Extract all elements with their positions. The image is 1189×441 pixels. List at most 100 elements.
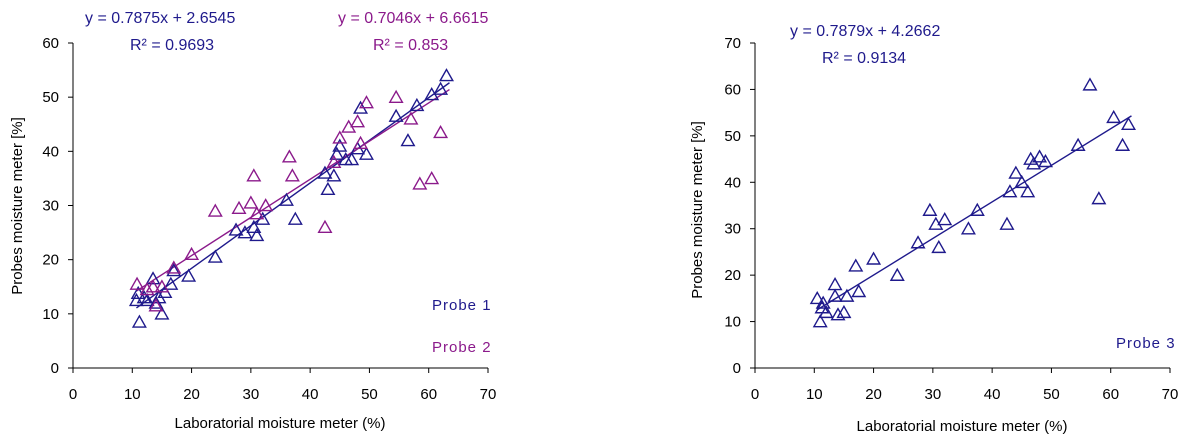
data-point-probe-3 bbox=[866, 251, 882, 265]
data-point-probe-1 bbox=[317, 165, 333, 179]
data-point-probe-1 bbox=[166, 263, 182, 277]
x-tick-label: 20 bbox=[865, 386, 882, 403]
data-point-probe-1 bbox=[358, 146, 374, 160]
label-probe-1: Probe 1 bbox=[432, 297, 492, 314]
trendline-probe-2 bbox=[136, 88, 450, 292]
x-tick-label: 40 bbox=[302, 386, 319, 403]
data-point-probe-1 bbox=[388, 108, 404, 122]
data-point-probe-1 bbox=[154, 306, 170, 320]
axes: 0 10 20 30 40 50 60 70 0 10 20 30 40 50 60 bbox=[42, 35, 496, 403]
x-tick-label: 30 bbox=[243, 386, 260, 403]
data-point-probe-2 bbox=[148, 298, 164, 312]
x-tick-label: 10 bbox=[124, 386, 141, 403]
data-point-probe-3 bbox=[1026, 156, 1042, 170]
x-tick-label: 70 bbox=[480, 386, 497, 403]
data-point-probe-3 bbox=[1115, 137, 1131, 151]
label-probe-3: Probe 3 bbox=[1116, 335, 1176, 352]
x-tick-label: 10 bbox=[806, 386, 823, 403]
data-points bbox=[809, 77, 1137, 328]
data-point-probe-2 bbox=[231, 200, 247, 215]
data-point-probe-1 bbox=[329, 146, 345, 160]
data-point-probe-2 bbox=[129, 276, 145, 290]
data-point-probe-3 bbox=[830, 307, 846, 321]
data-point-probe-1 bbox=[287, 211, 303, 225]
data-point-probe-3 bbox=[836, 304, 852, 319]
data-point-probe-1 bbox=[139, 292, 155, 307]
data-point-probe-3 bbox=[851, 283, 867, 298]
data-point-probe-1 bbox=[438, 68, 455, 82]
y-tick-label: 20 bbox=[724, 267, 741, 284]
data-point-probe-3 bbox=[812, 314, 828, 328]
data-point-probe-3 bbox=[1032, 149, 1048, 163]
data-points bbox=[128, 68, 455, 328]
data-point-probe-1 bbox=[136, 290, 152, 304]
data-point-probe-3 bbox=[1037, 153, 1054, 168]
data-point-probe-3 bbox=[839, 288, 855, 302]
data-point-probe-3 bbox=[1106, 109, 1122, 124]
data-point-probe-3 bbox=[1082, 77, 1098, 91]
equation-probe-3: y = 0.7879x + 4.2662 bbox=[790, 23, 940, 40]
y-tick-label: 40 bbox=[42, 143, 59, 160]
trendline-probe-1 bbox=[136, 82, 450, 309]
data-point-probe-1 bbox=[163, 276, 179, 290]
data-point-probe-2 bbox=[326, 154, 342, 168]
data-point-probe-3 bbox=[1014, 174, 1030, 189]
data-point-probe-2 bbox=[332, 130, 348, 144]
data-point-probe-2 bbox=[412, 176, 428, 190]
data-point-probe-3 bbox=[848, 258, 864, 272]
y-tick-label: 50 bbox=[724, 128, 741, 145]
data-point-probe-2 bbox=[145, 279, 161, 293]
y-tick-label: 30 bbox=[42, 198, 59, 215]
data-point-probe-2 bbox=[358, 95, 374, 109]
data-point-probe-1 bbox=[128, 292, 144, 307]
x-tick-label: 20 bbox=[183, 386, 200, 403]
y-tick-label: 20 bbox=[42, 252, 59, 269]
y-tick-label: 10 bbox=[42, 306, 59, 323]
x-tick-label: 70 bbox=[1162, 386, 1179, 403]
data-point-probe-2 bbox=[403, 111, 419, 125]
data-point-probe-3 bbox=[1008, 165, 1024, 179]
y-tick-label: 70 bbox=[724, 35, 741, 52]
equation-probe-2: y = 0.7046x + 6.6615 bbox=[338, 10, 488, 27]
data-point-probe-1 bbox=[409, 97, 425, 112]
chart-probe-1-2: 0 10 20 30 40 50 60 70 0 10 20 30 40 50 60 y = 0.7875x… bbox=[9, 10, 496, 432]
data-point-probe-3 bbox=[931, 239, 947, 254]
x-tick-label: 50 bbox=[361, 386, 378, 403]
data-point-probe-2 bbox=[166, 260, 182, 274]
data-point-probe-1 bbox=[228, 222, 244, 236]
data-point-probe-1 bbox=[131, 314, 147, 328]
data-point-probe-1 bbox=[320, 181, 336, 196]
data-point-probe-2 bbox=[249, 206, 265, 220]
data-point-probe-1 bbox=[400, 133, 416, 147]
x-tick-label: 0 bbox=[751, 386, 759, 403]
y-axis-label: Probes moisture meter [%] bbox=[9, 117, 26, 295]
data-point-probe-1 bbox=[433, 81, 449, 95]
x-axis-label: Laboratorial moisture meter (%) bbox=[175, 415, 386, 432]
data-point-probe-2 bbox=[243, 195, 259, 209]
data-point-probe-1 bbox=[332, 138, 348, 152]
data-point-probe-3 bbox=[999, 216, 1015, 230]
data-point-probe-3 bbox=[928, 216, 944, 230]
data-point-probe-3 bbox=[910, 235, 926, 249]
x-axis-label: Laboratorial moisture meter (%) bbox=[857, 418, 1068, 435]
data-point-probe-1 bbox=[207, 249, 223, 263]
data-point-probe-3 bbox=[969, 202, 985, 216]
y-tick-label: 0 bbox=[51, 360, 59, 377]
data-point-probe-2 bbox=[258, 198, 274, 212]
data-point-probe-2 bbox=[154, 279, 170, 293]
data-point-probe-3 bbox=[1120, 116, 1137, 131]
data-point-probe-1 bbox=[278, 192, 294, 206]
data-point-probe-2 bbox=[284, 168, 300, 182]
data-point-probe-2 bbox=[388, 89, 404, 103]
data-point-probe-1 bbox=[344, 152, 360, 166]
x-tick-label: 0 bbox=[69, 386, 77, 403]
equation-probe-1: y = 0.7875x + 2.6545 bbox=[85, 10, 235, 27]
label-probe-2: Probe 2 bbox=[432, 339, 492, 356]
trendline-probe-3 bbox=[816, 115, 1132, 311]
data-point-probe-2 bbox=[207, 203, 223, 217]
data-point-probe-2 bbox=[350, 114, 366, 128]
data-point-probe-3 bbox=[960, 221, 976, 235]
data-point-probe-3 bbox=[809, 290, 825, 305]
trendlines bbox=[136, 82, 450, 309]
data-point-probe-3 bbox=[818, 304, 834, 319]
